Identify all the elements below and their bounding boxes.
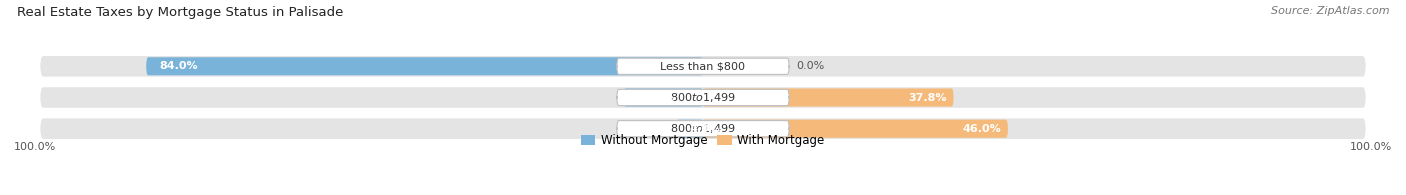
Text: 12.0%: 12.0% — [637, 92, 675, 103]
FancyBboxPatch shape — [623, 89, 703, 106]
Text: Less than $800: Less than $800 — [661, 61, 745, 71]
Text: 37.8%: 37.8% — [908, 92, 946, 103]
Text: $800 to $1,499: $800 to $1,499 — [671, 122, 735, 135]
FancyBboxPatch shape — [617, 89, 789, 106]
Text: Source: ZipAtlas.com: Source: ZipAtlas.com — [1271, 6, 1389, 16]
FancyBboxPatch shape — [676, 120, 703, 138]
Text: 0.0%: 0.0% — [796, 61, 824, 71]
Text: 100.0%: 100.0% — [14, 142, 56, 152]
FancyBboxPatch shape — [41, 56, 1365, 77]
FancyBboxPatch shape — [41, 87, 1365, 108]
Text: Real Estate Taxes by Mortgage Status in Palisade: Real Estate Taxes by Mortgage Status in … — [17, 6, 343, 19]
FancyBboxPatch shape — [41, 118, 1365, 139]
FancyBboxPatch shape — [146, 57, 703, 75]
Text: 100.0%: 100.0% — [1350, 142, 1392, 152]
Text: 4.0%: 4.0% — [690, 124, 721, 134]
FancyBboxPatch shape — [703, 89, 953, 106]
Text: 46.0%: 46.0% — [963, 124, 1001, 134]
FancyBboxPatch shape — [703, 120, 1008, 138]
Legend: Without Mortgage, With Mortgage: Without Mortgage, With Mortgage — [576, 129, 830, 152]
Text: 84.0%: 84.0% — [159, 61, 198, 71]
Text: $800 to $1,499: $800 to $1,499 — [671, 91, 735, 104]
FancyBboxPatch shape — [617, 121, 789, 137]
FancyBboxPatch shape — [617, 58, 789, 74]
